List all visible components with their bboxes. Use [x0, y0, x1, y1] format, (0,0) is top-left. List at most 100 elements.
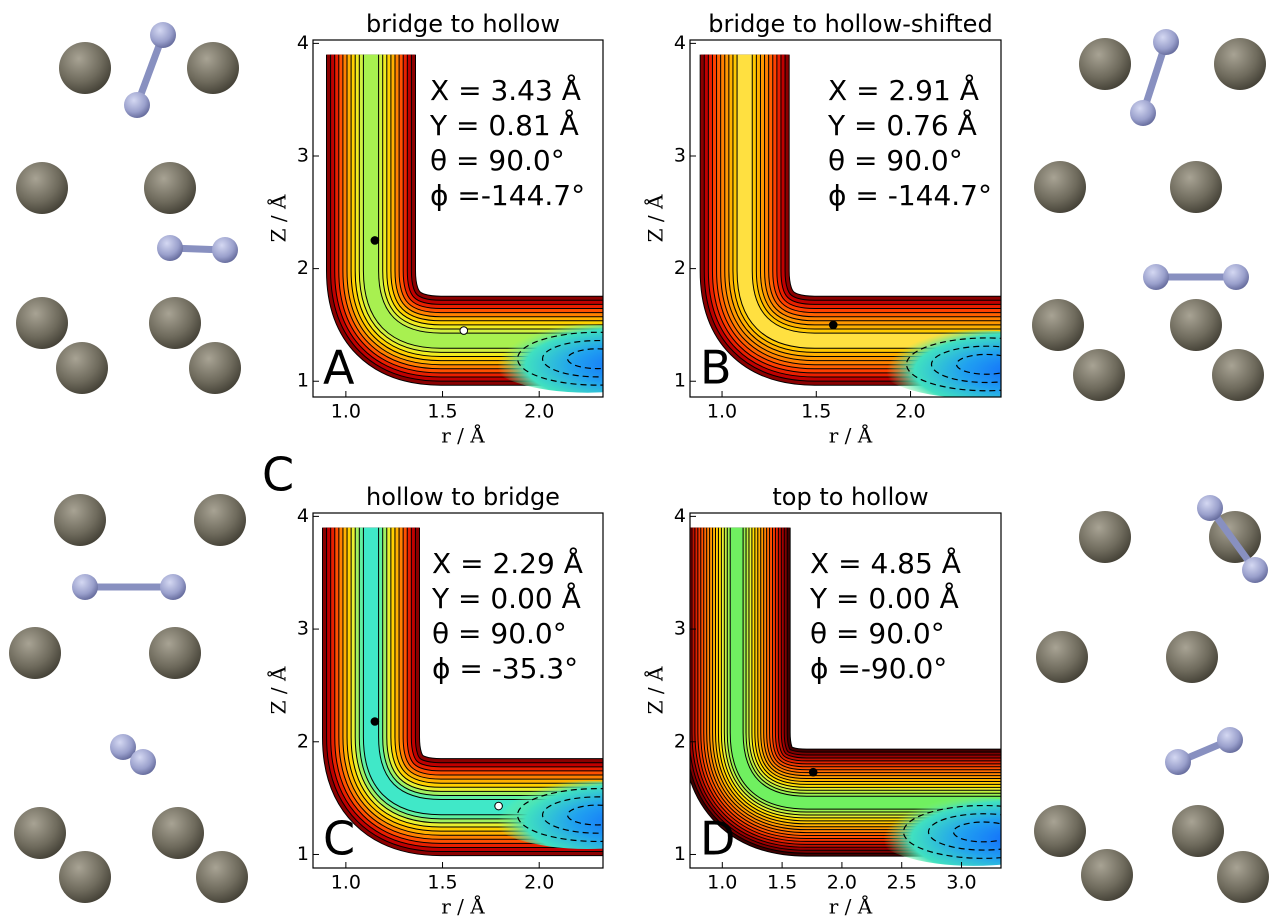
- plot-frame: [689, 512, 1002, 869]
- y-tick-label: 1: [674, 843, 686, 865]
- low-region: [876, 330, 1001, 397]
- x-tick-label: 1.0: [331, 872, 361, 894]
- annotation: ϕ = -35.3°: [432, 652, 578, 685]
- surface-atom: [1170, 299, 1222, 351]
- surface-atom: [196, 851, 248, 903]
- atom: [72, 574, 98, 600]
- surface-atom: [1073, 349, 1125, 401]
- surface-atom: [16, 162, 68, 214]
- molecule: [124, 22, 176, 118]
- molecule: [157, 235, 238, 263]
- panel-label: A: [323, 341, 355, 395]
- annotation: ϕ =-144.7°: [430, 179, 585, 212]
- chart-title: hollow to bridge: [366, 483, 560, 511]
- marker: [494, 801, 503, 811]
- surface-atom: [59, 42, 111, 94]
- chart-title: bridge to hollow-shifted: [708, 10, 992, 38]
- x-axis-label: r / Å: [829, 423, 873, 448]
- y-tick-label: 3: [674, 144, 686, 166]
- panel-label: D: [700, 812, 735, 866]
- annotation: θ = 90.0°: [432, 617, 567, 650]
- y-tick-label: 4: [297, 505, 309, 527]
- surface-atom: [1081, 849, 1133, 901]
- x-tick-label: 2.0: [895, 401, 925, 423]
- surface-atom: [187, 42, 239, 94]
- atom: [212, 237, 238, 263]
- annotation: X = 2.29 Å: [432, 546, 583, 580]
- annotation: Y = 0.76 Å: [827, 108, 977, 142]
- y-tick-label: 3: [297, 144, 309, 166]
- atom: [1165, 749, 1191, 775]
- x-tick-label: 1.5: [801, 401, 831, 423]
- molecule: [1130, 29, 1179, 126]
- contour-band: [363, 527, 603, 815]
- atom: [124, 92, 150, 118]
- panel-label: B: [700, 341, 732, 395]
- marker: [459, 326, 469, 335]
- surface-atom: [144, 162, 196, 214]
- panel: 1.0 1.5 2.0 1 2 3 4 bridge to hollow r / Å Z / Å X…: [266, 10, 604, 448]
- contour-band: [737, 54, 1001, 348]
- marker: [808, 767, 818, 777]
- annotation: ϕ =-90.0°: [810, 652, 947, 685]
- atom: [1242, 557, 1268, 583]
- x-tick-label: 3.0: [946, 872, 976, 894]
- x-tick-label: 2.0: [524, 872, 554, 894]
- surface-atom: [1034, 805, 1086, 857]
- surface-atom: [1079, 511, 1131, 563]
- stray-label: C: [262, 448, 294, 502]
- atom: [130, 749, 156, 775]
- annotation: θ = 90.0°: [430, 144, 565, 177]
- surface-atom: [194, 494, 246, 546]
- molecule: [110, 734, 156, 775]
- x-axis-label: r / Å: [829, 894, 873, 919]
- annotation: X = 3.43 Å: [430, 73, 581, 107]
- contour-plot: [690, 527, 1001, 866]
- low-region: [487, 324, 603, 393]
- contour-line-negative: [955, 353, 1001, 375]
- contour-line-negative: [541, 796, 603, 834]
- atom: [110, 734, 136, 760]
- contour-plot: [699, 54, 1001, 397]
- surface-atom: [16, 297, 68, 349]
- contour-line-negative: [952, 821, 1001, 843]
- x-tick-label: 1.0: [707, 401, 737, 423]
- y-tick-label: 1: [297, 370, 309, 392]
- surface-atom: [1036, 631, 1088, 683]
- annotation: θ = 90.0°: [828, 144, 963, 177]
- contour-band: [730, 527, 1001, 809]
- x-tick-label: 1.5: [767, 872, 797, 894]
- y-axis-label: Z / Å: [266, 194, 291, 242]
- y-tick-label: 3: [297, 618, 309, 640]
- x-tick-label: 2.0: [524, 401, 554, 423]
- atom: [1217, 727, 1243, 753]
- contour-line-negative: [927, 813, 1001, 851]
- plot-frame: [312, 39, 604, 398]
- surface-atom: [152, 807, 204, 859]
- surface-atom: [59, 851, 111, 903]
- annotation: Y = 0.00 Å: [431, 581, 581, 615]
- surface-atom: [1214, 38, 1266, 90]
- contour-line-negative: [566, 348, 603, 370]
- annotation: ϕ = -144.7°: [828, 179, 992, 212]
- y-tick-label: 3: [674, 618, 686, 640]
- surface-atom: [149, 627, 201, 679]
- x-tick-label: 2.0: [827, 872, 857, 894]
- chart-title: bridge to hollow: [366, 10, 560, 38]
- panel: 1.0 1.5 2.0 1 2 3 4 bridge to hollow-shifted r /…: [643, 10, 1002, 448]
- surface-atom: [189, 342, 241, 394]
- surface-atom: [1170, 161, 1222, 213]
- contour-line-negative: [541, 339, 603, 378]
- surface-atom: [9, 627, 61, 679]
- y-tick-label: 4: [674, 32, 686, 54]
- x-tick-label: 1.0: [331, 401, 361, 423]
- y-tick-label: 2: [297, 730, 309, 752]
- atom: [1197, 495, 1223, 521]
- y-tick-label: 2: [297, 257, 309, 279]
- atom: [1130, 100, 1156, 126]
- atom: [150, 22, 176, 48]
- panel-label: C: [323, 812, 355, 866]
- x-tick-label: 2.5: [887, 872, 917, 894]
- annotation: θ = 90.0°: [810, 617, 945, 650]
- surface-atom: [1212, 349, 1264, 401]
